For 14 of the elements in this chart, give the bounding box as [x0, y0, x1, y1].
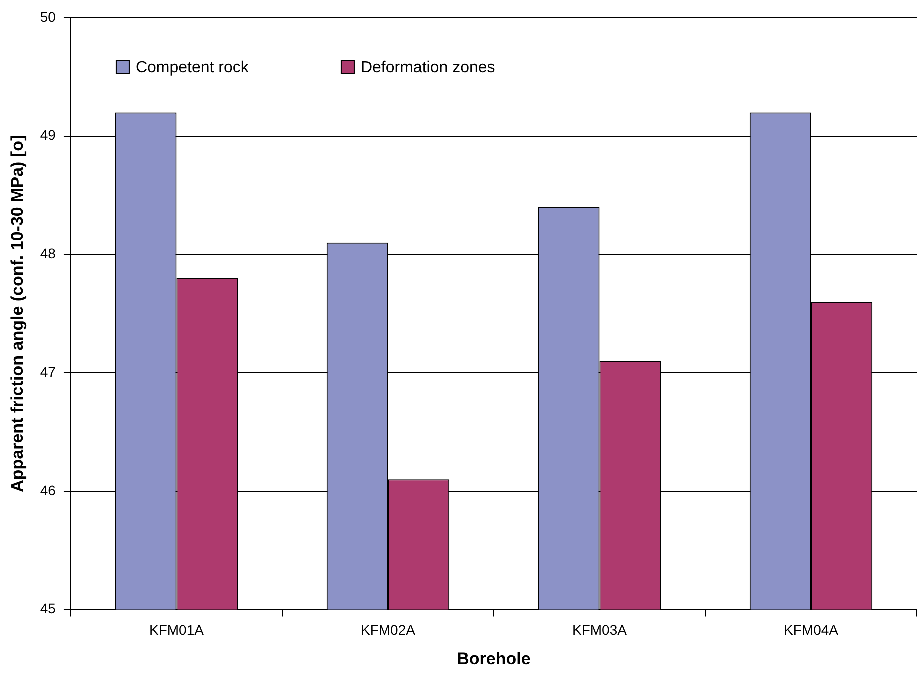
- x-tick-label: KFM04A: [784, 622, 840, 638]
- x-tick-label: KFM03A: [572, 622, 628, 638]
- y-axis-title: Apparent friction angle (conf. 10-30 MPa) [o]: [8, 135, 27, 492]
- y-tick-label: 45: [40, 600, 56, 617]
- y-tick-label: 49: [40, 127, 56, 144]
- y-tick-label: 47: [40, 364, 56, 380]
- x-tick-label: KFM01A: [149, 622, 205, 638]
- x-tick-label: KFM02A: [361, 622, 416, 638]
- y-tick-label: 46: [40, 482, 56, 498]
- x-axis-title: Borehole: [457, 649, 531, 668]
- y-tick-label: 48: [40, 246, 56, 262]
- legend-label: Competent rock: [136, 59, 250, 76]
- y-tick-label: 50: [40, 8, 56, 25]
- legend-label: Deformation zones: [360, 59, 496, 76]
